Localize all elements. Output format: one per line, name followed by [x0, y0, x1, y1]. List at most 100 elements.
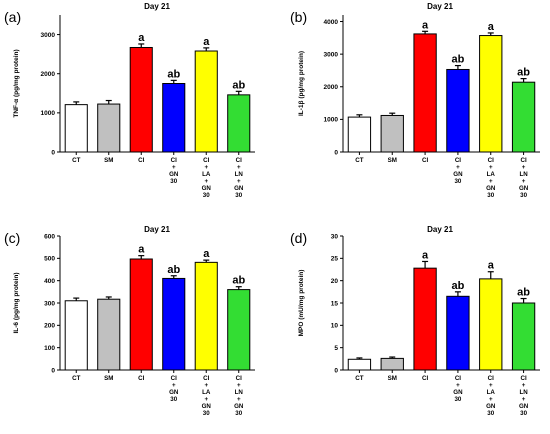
- category-label: 30: [487, 192, 494, 199]
- panel-label: (d): [290, 230, 307, 246]
- y-tick-label: 400: [44, 278, 55, 285]
- category-label: LA: [202, 389, 211, 396]
- bar-2: [97, 298, 121, 371]
- y-tick-label: 1000: [41, 110, 56, 117]
- category-label: CI: [236, 375, 242, 382]
- category-label: 30: [454, 396, 461, 403]
- chart-panel-1: (a) Day 21 TNF-α (pg/mg protein) 0 1000 2000 3…: [4, 2, 255, 199]
- chart-title: Day 21: [427, 2, 453, 11]
- category-label: GN: [486, 403, 496, 410]
- chart-title: Day 21: [144, 225, 170, 234]
- category-label: GN: [202, 403, 212, 410]
- chart-title: Day 21: [144, 2, 170, 11]
- significance-label: ab: [451, 280, 464, 292]
- category-label: SM: [104, 375, 113, 382]
- category-label: 30: [520, 410, 527, 417]
- category-label: GN: [234, 403, 244, 410]
- category-label: SM: [104, 157, 113, 164]
- bar-1: [64, 104, 88, 153]
- bar-4: [446, 68, 470, 153]
- category-label: 30: [235, 192, 242, 199]
- category-label: GN: [486, 185, 496, 192]
- significance-label: a: [203, 248, 210, 260]
- category-label: CI: [455, 375, 461, 382]
- category-label: GN: [169, 389, 179, 396]
- category-label: GN: [453, 389, 463, 396]
- category-label: +: [237, 178, 241, 185]
- category-label: CI: [455, 157, 461, 164]
- category-label: CI: [236, 157, 242, 164]
- category-label: CI: [138, 375, 144, 382]
- chart-panel-3: (c) Day 21 IL-6 (pg/mg protein) 0 100 200 300 4…: [4, 225, 255, 417]
- bar-6: [227, 94, 251, 153]
- category-label: LA: [202, 171, 211, 178]
- category-label: LN: [235, 389, 244, 396]
- y-tick-label: 30: [331, 233, 339, 240]
- category-label: +: [237, 164, 241, 171]
- bar-4: [446, 295, 470, 371]
- y-tick-label: 2000: [324, 84, 339, 91]
- bar-1: [64, 300, 88, 371]
- y-tick-label: 600: [44, 233, 55, 240]
- category-label: +: [489, 178, 493, 185]
- category-label: GN: [519, 403, 529, 410]
- category-label: 30: [203, 410, 210, 417]
- bar-3: [129, 258, 153, 371]
- y-tick-label: 2000: [41, 71, 56, 78]
- y-tick-label: 15: [331, 300, 339, 307]
- y-tick-label: 20: [331, 278, 339, 285]
- y-axis-label: TNF-α (pg/mg protein): [13, 49, 20, 117]
- y-tick-label: 200: [44, 323, 55, 330]
- category-label: +: [522, 164, 526, 171]
- category-label: CI: [171, 157, 177, 164]
- y-tick-label: 3000: [41, 32, 56, 39]
- category-label: LN: [235, 171, 244, 178]
- y-tick-label: 0: [334, 367, 338, 374]
- y-axis-label: MPO (mU/mg protein): [298, 270, 305, 337]
- panel-label: (b): [290, 9, 307, 25]
- category-label: GN: [234, 185, 244, 192]
- category-label: +: [204, 382, 208, 389]
- category-label: +: [489, 382, 493, 389]
- category-label: CI: [520, 375, 526, 382]
- category-label: CI: [171, 375, 177, 382]
- category-label: CI: [138, 157, 144, 164]
- category-label: LA: [487, 389, 496, 396]
- category-label: GN: [169, 171, 179, 178]
- significance-label: ab: [167, 68, 180, 80]
- y-axis-label: IL-1β (pg/mg protein): [298, 51, 305, 116]
- significance-label: a: [203, 36, 210, 48]
- significance-label: a: [488, 260, 495, 272]
- bar-3: [413, 267, 437, 371]
- y-tick-label: 0: [334, 149, 338, 156]
- panel-label: (c): [4, 230, 20, 246]
- bar-2: [97, 103, 121, 153]
- category-label: 30: [170, 178, 177, 185]
- bar-4: [162, 83, 186, 153]
- category-label: SM: [388, 375, 397, 382]
- category-label: 30: [520, 192, 527, 199]
- category-label: +: [237, 382, 241, 389]
- y-tick-label: 100: [44, 345, 55, 352]
- category-label: LA: [487, 171, 496, 178]
- category-label: +: [522, 382, 526, 389]
- category-label: 30: [170, 396, 177, 403]
- significance-label: a: [138, 244, 145, 256]
- bar-2: [380, 114, 404, 153]
- bar-5: [194, 261, 218, 371]
- category-label: +: [522, 178, 526, 185]
- significance-label: ab: [451, 54, 464, 66]
- category-label: 30: [203, 192, 210, 199]
- y-tick-label: 3000: [324, 51, 339, 58]
- y-tick-label: 10: [331, 323, 339, 330]
- bar-3: [129, 46, 153, 153]
- bar-3: [413, 33, 437, 153]
- category-label: CT: [72, 157, 80, 164]
- chart-title: Day 21: [427, 225, 453, 234]
- category-label: CI: [488, 157, 494, 164]
- significance-label: ab: [232, 79, 245, 91]
- y-tick-label: 0: [51, 149, 55, 156]
- category-label: CI: [520, 157, 526, 164]
- category-label: +: [204, 396, 208, 403]
- y-axis-label: IL-6 (pg/mg protein): [13, 272, 20, 333]
